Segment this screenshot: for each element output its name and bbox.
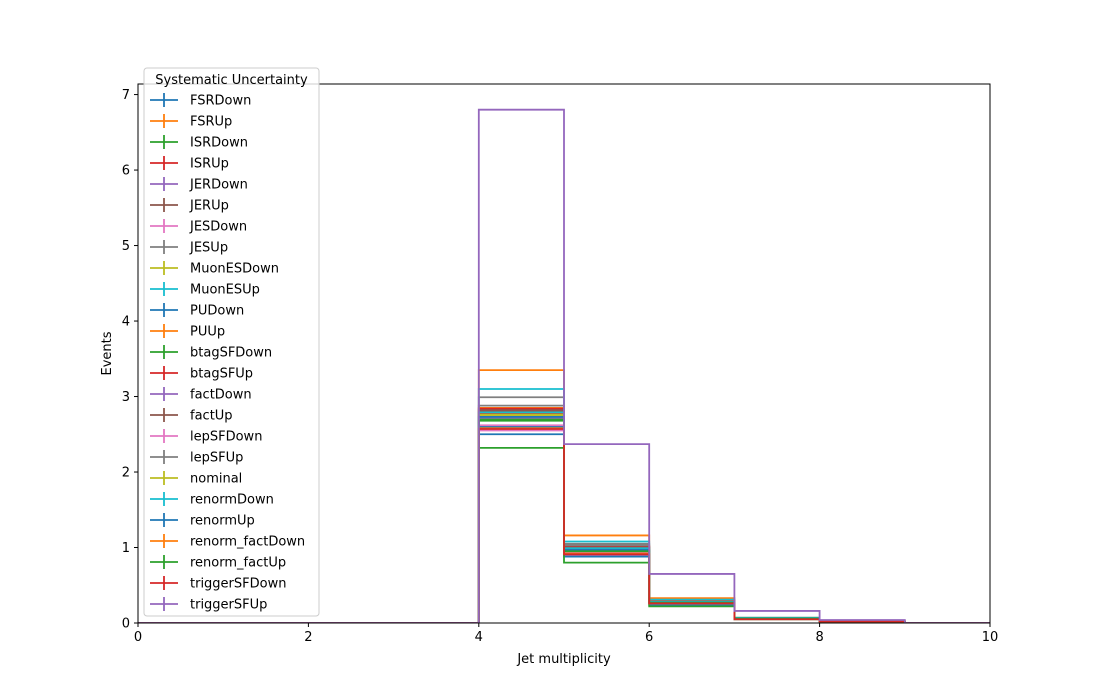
legend-label: ISRDown bbox=[190, 136, 248, 151]
legend-item-lepsfdown: lepSFDown bbox=[150, 429, 262, 445]
legend-label: lepSFUp bbox=[190, 451, 243, 466]
legend-item-renorm-factup: renorm_factUp bbox=[150, 555, 286, 571]
legend-item-isrdown: ISRDown bbox=[150, 135, 248, 151]
series-layer bbox=[138, 108, 990, 623]
legend-item-factdown: factDown bbox=[150, 387, 252, 403]
legend-item-renormdown: renormDown bbox=[150, 492, 274, 508]
legend-item-jesdown: JESDown bbox=[150, 219, 247, 235]
legend-label: lepSFDown bbox=[190, 430, 262, 445]
y-axis: 0 1 2 3 4 5 6 7 bbox=[122, 88, 138, 632]
legend-item-isrup: ISRUp bbox=[150, 156, 229, 172]
legend-label: btagSFUp bbox=[190, 367, 253, 382]
legend-item-factup: factUp bbox=[150, 408, 233, 424]
legend-label: ISRUp bbox=[190, 157, 229, 172]
legend-label: JESDown bbox=[189, 220, 247, 235]
legend-item-jerup: JERUp bbox=[150, 198, 229, 214]
y-tick-label: 6 bbox=[122, 164, 130, 179]
legend-label: MuonESDown bbox=[190, 262, 279, 277]
legend-label: nominal bbox=[190, 472, 242, 487]
legend-item-jesup: JESUp bbox=[150, 240, 228, 256]
legend-item-btagsfup: btagSFUp bbox=[150, 366, 253, 382]
legend-label: renormDown bbox=[190, 493, 274, 508]
legend-item-muonesdown: MuonESDown bbox=[150, 261, 279, 277]
y-tick-label: 1 bbox=[122, 541, 130, 556]
legend-item-triggersfup: triggerSFUp bbox=[150, 597, 267, 613]
legend-item-renorm-factdown: renorm_factDown bbox=[150, 534, 305, 550]
legend-label: triggerSFDown bbox=[190, 577, 286, 592]
x-tick-label: 10 bbox=[982, 630, 999, 645]
legend-label: JERUp bbox=[189, 199, 229, 214]
legend-item-triggersfdown: triggerSFDown bbox=[150, 576, 286, 592]
legend-item-muonesup: MuonESUp bbox=[150, 282, 260, 298]
legend-item-puup: PUUp bbox=[150, 324, 225, 340]
legend-item-fsrup: FSRUp bbox=[150, 114, 232, 130]
legend-label: renorm_factUp bbox=[190, 556, 286, 571]
legend-label: renormUp bbox=[190, 514, 255, 529]
legend-item-pudown: PUDown bbox=[150, 303, 244, 319]
x-tick-label: 8 bbox=[815, 630, 823, 645]
plot-frame bbox=[137, 83, 991, 624]
series-line-triggersfup bbox=[138, 108, 990, 623]
legend-label: PUDown bbox=[190, 304, 244, 319]
legend-label: FSRUp bbox=[190, 115, 232, 130]
legend-label: FSRDown bbox=[190, 94, 251, 109]
legend: Systematic Uncertainty FSRDown FSRUp ISRDo… bbox=[143, 67, 320, 617]
legend-item-btagsfdown: btagSFDown bbox=[150, 345, 272, 361]
legend-item-renormup: renormUp bbox=[150, 513, 255, 529]
legend-box bbox=[143, 67, 320, 617]
x-axis-label: Jet multiplicity bbox=[516, 652, 611, 667]
legend-title: Systematic Uncertainty bbox=[155, 73, 308, 88]
legend-label: MuonESUp bbox=[190, 283, 260, 298]
x-tick-label: 6 bbox=[645, 630, 653, 645]
legend-label: PUUp bbox=[190, 325, 225, 340]
legend-label: factUp bbox=[190, 409, 233, 424]
y-axis-label: Events bbox=[100, 331, 115, 375]
y-tick-label: 7 bbox=[122, 88, 130, 103]
legend-label: btagSFDown bbox=[190, 346, 272, 361]
legend-item-lepsfup: lepSFUp bbox=[150, 450, 243, 466]
legend-item-nominal: nominal bbox=[150, 471, 242, 487]
legend-label: triggerSFUp bbox=[190, 598, 267, 613]
legend-item-fsrdown: FSRDown bbox=[150, 93, 251, 109]
x-tick-label: 4 bbox=[475, 630, 483, 645]
y-tick-label: 5 bbox=[122, 239, 130, 254]
legend-label: JESUp bbox=[189, 241, 228, 256]
x-tick-label: 2 bbox=[304, 630, 312, 645]
legend-label: renorm_factDown bbox=[190, 535, 305, 550]
y-tick-label: 3 bbox=[122, 390, 130, 405]
y-tick-label: 4 bbox=[122, 315, 130, 330]
legend-label: JERDown bbox=[189, 178, 248, 193]
legend-label: factDown bbox=[190, 388, 252, 403]
y-tick-label: 0 bbox=[122, 617, 130, 632]
x-axis: 0 2 4 6 8 10 bbox=[134, 623, 998, 645]
legend-item-jerdown: JERDown bbox=[150, 177, 248, 193]
y-tick-label: 2 bbox=[122, 466, 130, 481]
x-tick-label: 0 bbox=[134, 630, 142, 645]
